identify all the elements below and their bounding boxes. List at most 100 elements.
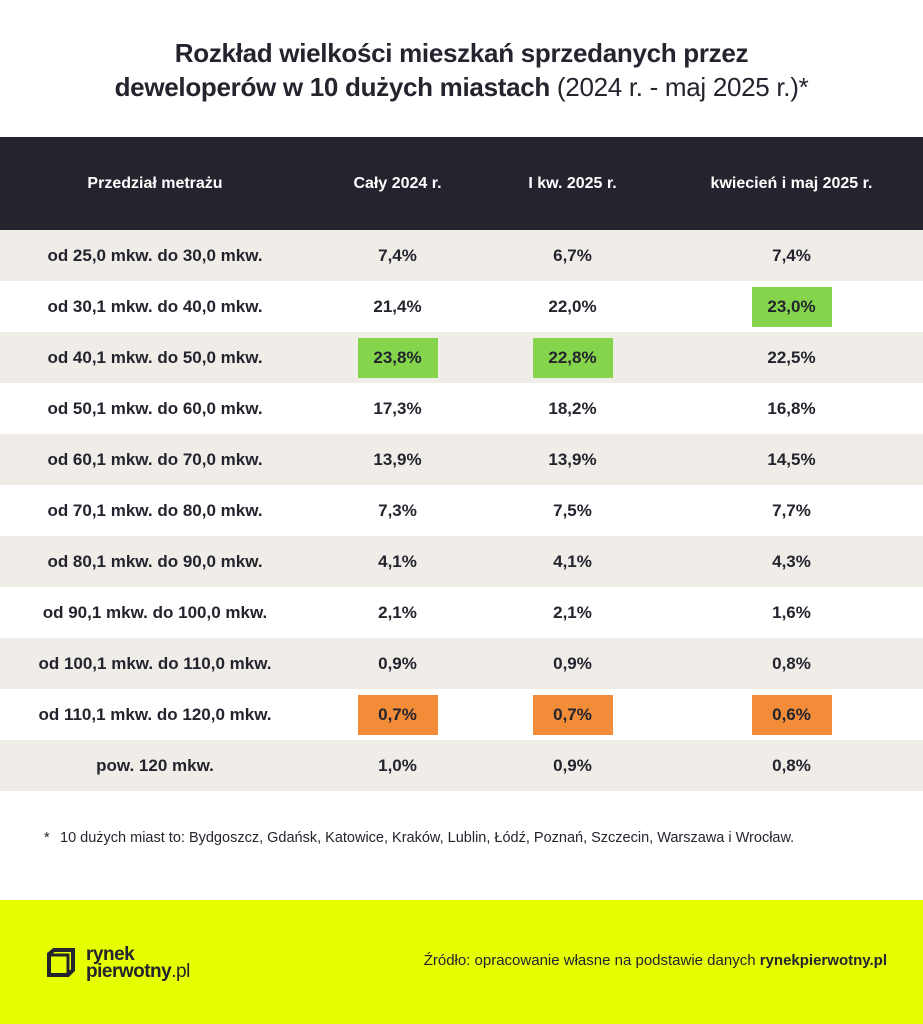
- cell-value: 1,6%: [772, 602, 811, 622]
- table-row: od 110,1 mkw. do 120,0 mkw. 0,7% 0,7% 0,6%: [0, 689, 923, 740]
- header-range: Przedział metrażu: [87, 174, 223, 192]
- cell-value: 2,1%: [378, 602, 417, 622]
- cell-value: 4,3%: [772, 551, 811, 571]
- row-label: od 30,1 mkw. do 40,0 mkw.: [47, 296, 263, 316]
- logo-text: rynek pierwotny.pl: [86, 944, 190, 982]
- footnote: * 10 dużych miast to: Bydgoszcz, Gdańsk,…: [44, 828, 844, 848]
- cell-value: 0,8%: [772, 653, 811, 673]
- row-label: od 90,1 mkw. do 100,0 mkw.: [42, 602, 268, 622]
- cell-value: 7,3%: [378, 500, 417, 520]
- value-cell: 0,7%: [485, 694, 660, 735]
- value-cell: 1,6%: [660, 593, 923, 633]
- cell-value: 0,9%: [553, 755, 592, 775]
- value-cell: 18,2%: [485, 389, 660, 429]
- row-label: od 80,1 mkw. do 90,0 mkw.: [47, 551, 263, 571]
- cell-value: 2,1%: [553, 602, 592, 622]
- header-apr-may-2025: kwiecień i maj 2025 r.: [710, 174, 873, 192]
- logo-line-2: pierwotny.pl: [86, 961, 190, 982]
- size-distribution-table: Przedział metrażu Cały 2024 r. I kw. 202…: [0, 137, 923, 791]
- highlight-max-value: 23,8%: [357, 337, 438, 378]
- table-row: od 30,1 mkw. do 40,0 mkw. 21,4% 22,0% 23,0%: [0, 281, 923, 332]
- value-cell: 0,6%: [660, 694, 923, 735]
- cell-value: 17,3%: [373, 398, 422, 418]
- value-cell: 7,4%: [660, 236, 923, 276]
- title-line-1: Rozkład wielkości mieszkań sprzedanych p…: [174, 38, 749, 68]
- value-cell: 7,4%: [310, 236, 485, 276]
- source-note: Źródło: opracowanie własne na podstawie …: [424, 952, 887, 969]
- title-date-range: (2024 r. - maj 2025 r.)*: [550, 72, 809, 102]
- footer: rynek pierwotny.pl Źródło: opracowanie w…: [0, 900, 923, 1024]
- cell-value: 4,1%: [378, 551, 417, 571]
- table-row: od 40,1 mkw. do 50,0 mkw. 23,8% 22,8% 22,5%: [0, 332, 923, 383]
- cell-value: 6,7%: [553, 245, 592, 265]
- value-cell: 2,1%: [485, 593, 660, 633]
- value-cell: 2,1%: [310, 593, 485, 633]
- value-cell: 0,8%: [660, 644, 923, 684]
- value-cell: 7,7%: [660, 491, 923, 531]
- table-row: od 90,1 mkw. do 100,0 mkw. 2,1% 2,1% 1,6%: [0, 587, 923, 638]
- table-row: od 70,1 mkw. do 80,0 mkw. 7,3% 7,5% 7,7%: [0, 485, 923, 536]
- cell-value: 7,7%: [772, 500, 811, 520]
- value-cell: 0,9%: [485, 746, 660, 786]
- header-q1-2025: I kw. 2025 r.: [528, 174, 617, 192]
- footnote-text: 10 dużych miast to: Bydgoszcz, Gdańsk, K…: [60, 830, 795, 846]
- logo-tld: .pl: [171, 961, 190, 982]
- row-label: pow. 120 mkw.: [96, 755, 214, 775]
- highlight-max-value: 22,8%: [532, 337, 613, 378]
- cell-value: 7,5%: [553, 500, 592, 520]
- value-cell: 6,7%: [485, 236, 660, 276]
- title-line-2: deweloperów w 10 dużych miastach (2024 r…: [0, 70, 923, 104]
- row-label: od 100,1 mkw. do 110,0 mkw.: [38, 653, 272, 673]
- cell-value: 7,4%: [772, 245, 811, 265]
- header-2024: Cały 2024 r.: [353, 174, 442, 192]
- logo-line-1: rynek: [86, 944, 135, 965]
- logo-cube-icon: [46, 948, 76, 978]
- value-cell: 4,3%: [660, 542, 923, 582]
- value-cell: 22,0%: [485, 287, 660, 327]
- table-row: od 80,1 mkw. do 90,0 mkw. 4,1% 4,1% 4,3%: [0, 536, 923, 587]
- cell-value: 22,5%: [767, 347, 816, 367]
- cell-value: 16,8%: [767, 398, 816, 418]
- table-row: od 60,1 mkw. do 70,0 mkw. 13,9% 13,9% 14,5%: [0, 434, 923, 485]
- cell-value: 4,1%: [553, 551, 592, 571]
- row-label: od 70,1 mkw. do 80,0 mkw.: [47, 500, 263, 520]
- row-label: od 40,1 mkw. do 50,0 mkw.: [47, 347, 263, 367]
- cell-value: 0,9%: [378, 653, 417, 673]
- value-cell: 0,8%: [660, 746, 923, 786]
- table-body: od 25,0 mkw. do 30,0 mkw. 7,4% 6,7% 7,4% od …: [0, 230, 923, 791]
- value-cell: 17,3%: [310, 389, 485, 429]
- value-cell: 13,9%: [485, 440, 660, 480]
- value-cell: 13,9%: [310, 440, 485, 480]
- cell-value: 14,5%: [767, 449, 816, 469]
- row-label: od 60,1 mkw. do 70,0 mkw.: [47, 449, 263, 469]
- table-header: Przedział metrażu Cały 2024 r. I kw. 202…: [0, 137, 923, 230]
- row-label: od 25,0 mkw. do 30,0 mkw.: [47, 245, 263, 265]
- value-cell: 22,5%: [660, 338, 923, 378]
- page-title: Rozkład wielkości mieszkań sprzedanych p…: [0, 36, 923, 104]
- value-cell: 21,4%: [310, 287, 485, 327]
- value-cell: 4,1%: [310, 542, 485, 582]
- logo: rynek pierwotny.pl: [46, 944, 190, 982]
- value-cell: 23,0%: [660, 286, 923, 327]
- value-cell: 0,7%: [310, 694, 485, 735]
- cell-value: 21,4%: [373, 296, 422, 316]
- value-cell: 4,1%: [485, 542, 660, 582]
- table-row: od 50,1 mkw. do 60,0 mkw. 17,3% 18,2% 16,8%: [0, 383, 923, 434]
- table-row: od 25,0 mkw. do 30,0 mkw. 7,4% 6,7% 7,4%: [0, 230, 923, 281]
- table-row: pow. 120 mkw. 1,0% 0,9% 0,8%: [0, 740, 923, 791]
- footnote-marker: *: [44, 830, 50, 846]
- value-cell: 22,8%: [485, 337, 660, 378]
- cell-value: 1,0%: [378, 755, 417, 775]
- value-cell: 0,9%: [310, 644, 485, 684]
- value-cell: 7,3%: [310, 491, 485, 531]
- highlight-max-value: 23,0%: [751, 286, 832, 327]
- row-label: od 110,1 mkw. do 120,0 mkw.: [38, 704, 272, 724]
- value-cell: 23,8%: [310, 337, 485, 378]
- highlight-min-value: 0,7%: [357, 694, 438, 735]
- value-cell: 14,5%: [660, 440, 923, 480]
- highlight-min-value: 0,7%: [532, 694, 613, 735]
- cell-value: 18,2%: [548, 398, 597, 418]
- cell-value: 22,0%: [548, 296, 597, 316]
- value-cell: 16,8%: [660, 389, 923, 429]
- value-cell: 7,5%: [485, 491, 660, 531]
